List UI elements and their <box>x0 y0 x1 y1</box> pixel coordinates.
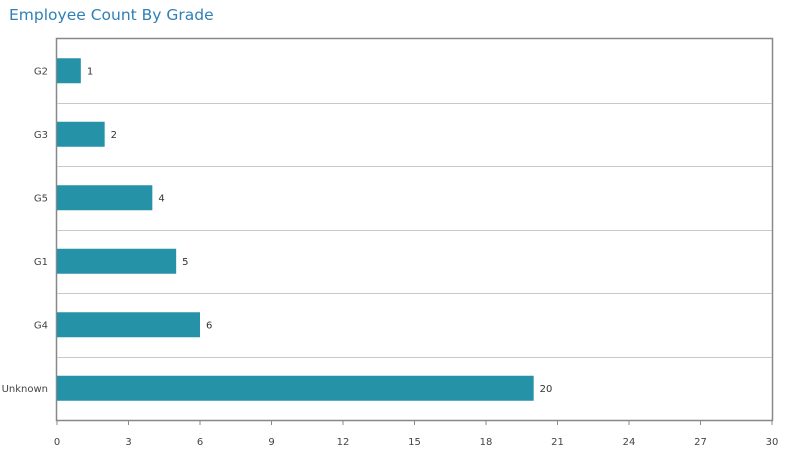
bar-g4 <box>57 312 200 338</box>
category-label: G1 <box>34 257 48 268</box>
bars <box>57 58 534 401</box>
x-tick-label: 12 <box>337 437 350 448</box>
category-label: G3 <box>34 130 48 141</box>
value-axis-labels: 0 3 6 9 12 15 18 21 24 27 30 <box>54 420 779 448</box>
category-label: Unknown <box>2 384 48 395</box>
category-label: G5 <box>34 193 48 204</box>
bar-g3 <box>57 121 105 147</box>
bar-unknown <box>57 375 534 401</box>
category-label: G2 <box>34 66 48 77</box>
chart-title: Employee Count By Grade <box>9 6 214 24</box>
x-tick-label: 24 <box>623 437 636 448</box>
data-label: 6 <box>206 320 212 331</box>
plot-frame <box>55 37 774 422</box>
data-label: 2 <box>111 130 117 141</box>
x-tick-label: 27 <box>694 437 707 448</box>
bar-g1 <box>57 248 177 274</box>
x-tick-label: 15 <box>408 437 421 448</box>
category-axis-labels: G2 G3 G5 G1 G4 Unknown <box>2 66 48 395</box>
x-tick-label: 18 <box>480 437 493 448</box>
x-tick-label: 3 <box>125 437 131 448</box>
data-label: 4 <box>158 193 164 204</box>
data-label: 20 <box>540 384 553 395</box>
bar-g5 <box>57 185 153 211</box>
x-tick-label: 6 <box>197 437 203 448</box>
x-tick-label: 21 <box>551 437 564 448</box>
x-tick-label: 30 <box>766 437 779 448</box>
category-label: G4 <box>34 320 48 331</box>
grid-lines <box>57 103 772 358</box>
bar-g2 <box>57 58 81 84</box>
data-label: 1 <box>87 66 93 77</box>
x-tick-label: 0 <box>54 437 60 448</box>
value-labels: 1 2 4 5 6 20 <box>87 66 553 395</box>
data-label: 5 <box>182 257 188 268</box>
x-tick-label: 9 <box>268 437 274 448</box>
